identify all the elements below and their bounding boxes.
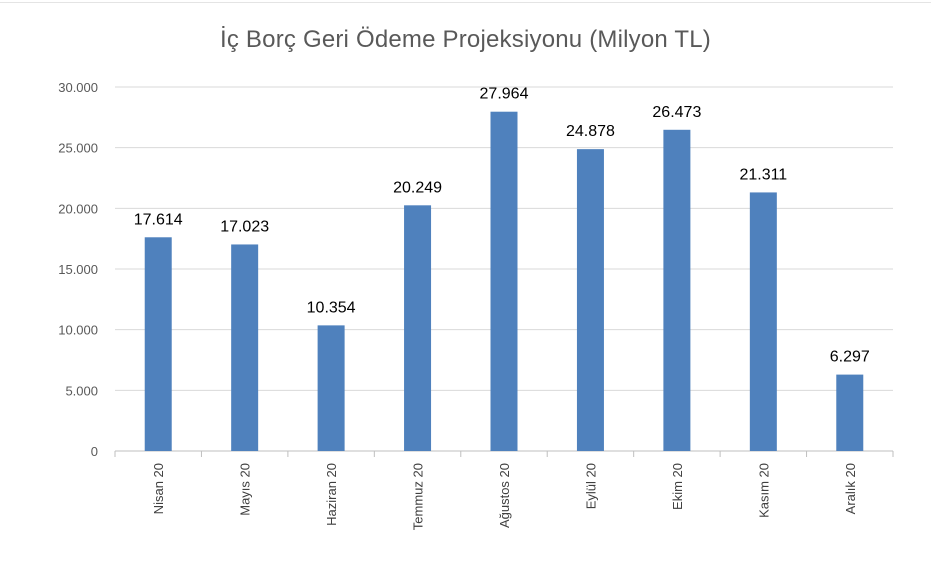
x-tick-label: Ağustos 20 [497, 463, 512, 528]
data-label: 6.297 [830, 349, 870, 366]
y-tick-label: 15.000 [58, 262, 98, 277]
bar [663, 129, 691, 452]
data-label: 10.354 [307, 299, 356, 316]
x-tick-label: Temmuz 20 [411, 463, 426, 530]
bar [404, 205, 432, 451]
bar [317, 325, 345, 451]
data-label: 26.473 [652, 104, 701, 121]
bar [749, 192, 777, 452]
y-tick-label: 0 [91, 444, 98, 459]
y-tick-label: 5.000 [65, 383, 98, 398]
y-tick-label: 30.000 [58, 80, 98, 95]
bar [576, 149, 604, 452]
bar [490, 111, 518, 452]
data-label: 21.311 [739, 166, 787, 183]
bar [836, 374, 864, 451]
data-label: 17.614 [134, 211, 183, 228]
y-tick-label: 10.000 [58, 323, 98, 338]
data-label: 17.023 [220, 218, 269, 235]
x-tick-label: Haziran 20 [324, 463, 339, 526]
y-tick-label: 20.000 [58, 201, 98, 216]
y-tick-label: 25.000 [58, 141, 98, 156]
bar [231, 244, 259, 451]
bar [144, 237, 172, 451]
data-label: 20.249 [393, 179, 442, 196]
x-tick-label: Kasım 20 [756, 463, 771, 518]
x-tick-label: Aralık 20 [843, 463, 858, 514]
x-tick-label: Ekim 20 [670, 463, 685, 510]
top-border-line [0, 2, 931, 3]
x-tick-label: Nisan 20 [151, 463, 166, 514]
chart-title: İç Borç Geri Ödeme Projeksiyonu (Milyon … [220, 26, 711, 53]
data-label: 27.964 [480, 86, 529, 103]
x-tick-label: Eylül 20 [583, 463, 598, 509]
x-tick-label: Mayıs 20 [238, 463, 253, 516]
data-label: 24.878 [566, 123, 615, 140]
